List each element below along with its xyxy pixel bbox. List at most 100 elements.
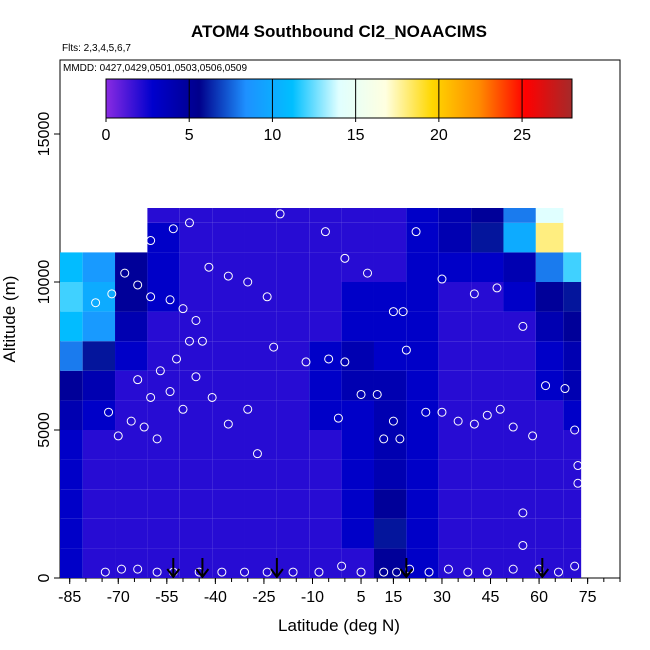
heatmap-cell [115,459,148,490]
observation-point [340,357,350,367]
heatmap-cell [438,489,472,519]
heatmap-cell [147,459,180,490]
heatmap-cell [471,459,504,490]
heatmap-cell [341,548,374,578]
heatmap-cell [406,370,439,401]
observation-point [518,508,528,518]
observation-point [152,434,162,444]
heatmap-cell [309,430,342,460]
heatmap-cell [373,459,407,490]
arrow-marker [195,558,210,579]
observation-point [340,253,350,263]
observation-point [337,561,347,571]
heatmap-cell [341,341,374,371]
observation-point [437,407,447,417]
heatmap-cell [60,459,83,490]
observation-point [191,315,201,325]
heatmap-cell [471,370,504,401]
heatmap-cell [309,459,342,490]
heatmap-cell [373,311,407,342]
heatmap-cell [341,370,374,401]
heatmap-cell [179,518,213,549]
observation-point [197,336,207,346]
heatmap-cell [438,548,472,578]
heatmap-cell [373,341,407,371]
heatmap-cell [82,548,116,578]
observation-point [463,567,473,577]
heatmap-cell [563,282,582,312]
observation-point [469,419,479,429]
observation-point [178,404,188,414]
heatmap-cell [212,370,245,401]
observation-point [146,236,156,246]
heatmap-cell [471,222,504,253]
heatmap-cell [309,311,342,342]
heatmap-cell [503,370,536,401]
heatmap-cell [341,430,374,460]
heatmap-cell [244,400,277,430]
observation-point [117,564,127,574]
heatmap-cell [60,400,83,430]
heatmap-cell [147,489,180,519]
heatmap-cell [147,370,180,401]
observation-point [207,392,217,402]
heatmap-cell [563,489,582,519]
observation-point [100,567,110,577]
heatmap-cell [471,252,504,282]
observation-point [401,345,411,355]
heatmap-cell [276,518,310,549]
x-tick-label: 45 [482,589,500,606]
heatmap-cell [60,489,83,519]
heatmap-cell [373,208,407,223]
observation-point [275,209,285,219]
heatmap-cell [373,430,407,460]
heatmap-cell [60,311,83,342]
heatmap-cell [535,430,564,460]
colorbar-tick-label: 15 [347,127,365,144]
heatmap-cell [147,430,180,460]
heatmap-cell [503,459,536,490]
heatmap-cell [276,222,310,253]
observation-point [191,372,201,382]
observation-point [168,224,178,234]
observation-point [126,416,136,426]
heatmap-cell [438,222,472,253]
heatmap-cell [471,282,504,312]
heatmap-cell [406,489,439,519]
observation-point [104,407,114,417]
observation-point [553,567,563,577]
observation-point [113,431,123,441]
observation-point [223,271,233,281]
heatmap-cell [244,341,277,371]
heatmap-cell [212,430,245,460]
colorbar-tick-label: 0 [102,127,111,144]
heatmap-cell [471,518,504,549]
observation-point [217,567,227,577]
heatmap-cell [503,341,536,371]
heatmap-cell [373,222,407,253]
heatmap-cell [244,222,277,253]
heatmap-cell [563,400,582,430]
heatmap-cell [438,430,472,460]
heatmap-cell [147,311,180,342]
heatmap-cell [341,459,374,490]
observation-point [223,419,233,429]
x-axis-label: Latitude (deg N) [278,616,400,635]
heatmap-cell [535,400,564,430]
heatmap-cell [535,489,564,519]
heatmap-cell [438,252,472,282]
heatmap-cell [309,252,342,282]
x-tick-label: 60 [530,589,548,606]
heatmap-cell [115,430,148,460]
heatmap-cell [115,341,148,371]
heatmap-cell [563,341,582,371]
heatmap-cell [309,548,342,578]
heatmap-cell [471,400,504,430]
heatmap-cell [503,400,536,430]
heatmap-cell [406,282,439,312]
observation-point [388,416,398,426]
heatmap-cell [60,430,83,460]
heatmap-cell [276,311,310,342]
heatmap-cell [563,430,582,460]
arrow-marker [166,558,181,579]
